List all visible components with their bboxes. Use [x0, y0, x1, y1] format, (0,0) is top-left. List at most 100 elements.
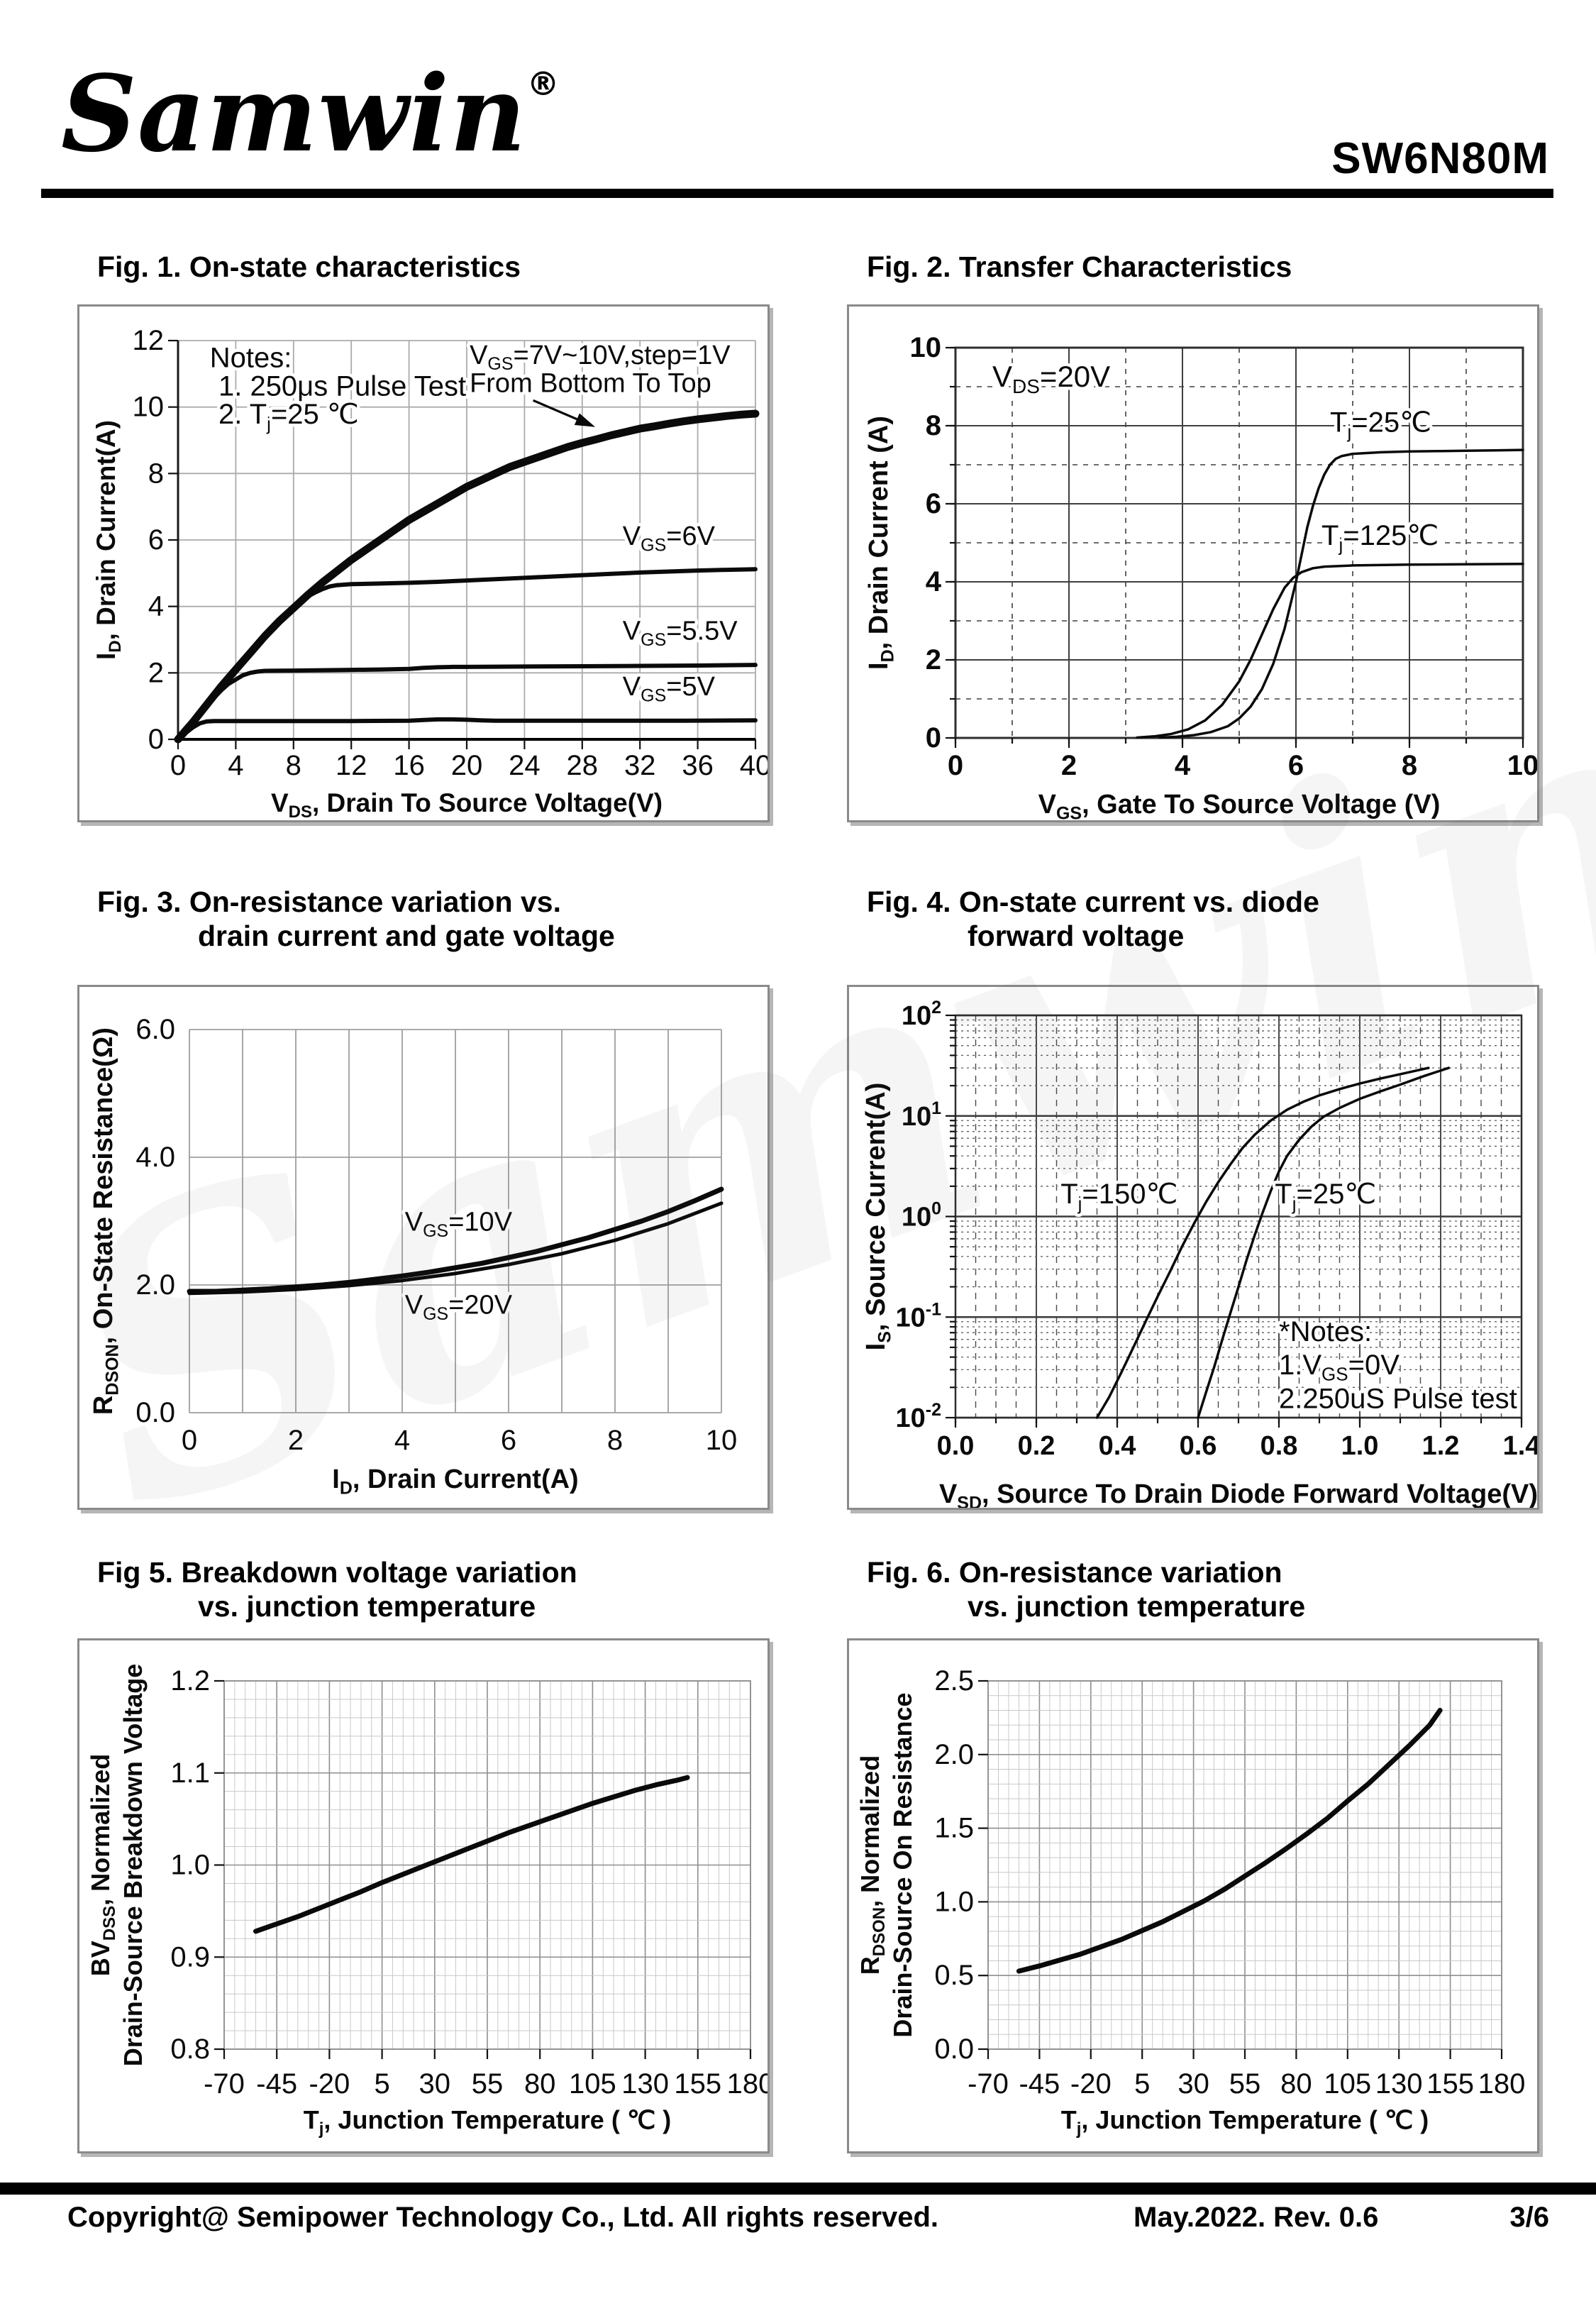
series-vgs-5v [176, 717, 758, 741]
svg-text:28: 28 [567, 750, 599, 781]
axis-ticks [168, 339, 757, 749]
annotations: Tj=150℃ Tj=25℃ *Notes:1.VGS=0V2.250uS Puls… [1058, 1176, 1521, 1418]
svg-text:10: 10 [910, 332, 942, 363]
series [187, 1186, 724, 1296]
series-tj-150c [1095, 1066, 1430, 1419]
svg-text:8: 8 [148, 458, 164, 489]
figure-1-title-line: Fig. 1. On-state characteristics [97, 250, 521, 283]
svg-text:-45: -45 [1019, 2068, 1060, 2100]
series [1136, 448, 1524, 739]
svg-text:6: 6 [501, 1425, 516, 1456]
svg-text:10: 10 [133, 392, 165, 423]
registered-trademark-icon: ® [526, 65, 560, 103]
svg-text:0.5: 0.5 [934, 1960, 974, 1991]
svg-text:1.0: 1.0 [1341, 1431, 1379, 1461]
svg-text:0: 0 [182, 1425, 197, 1456]
series-vgs-20v [187, 1201, 724, 1296]
header-rule [41, 189, 1553, 198]
y-axis-label: BVDSS, Normalized Drain-Source Breakdown … [86, 1664, 148, 2066]
svg-text:BVDSS, Normalized: BVDSS, Normalized [86, 1754, 119, 1976]
svg-text:0: 0 [170, 750, 186, 781]
svg-text:-20: -20 [309, 2068, 350, 2100]
svg-text:2: 2 [148, 657, 164, 688]
svg-text:10-2: 10-2 [895, 1400, 941, 1433]
svg-text:VGS=6V: VGS=6V [623, 522, 716, 555]
figure-5: Fig 5. Breakdown voltage variation vs. j… [77, 1555, 770, 2153]
footer-rule [0, 2183, 1596, 2195]
svg-text:1.1: 1.1 [170, 1758, 210, 1789]
svg-text:6: 6 [148, 524, 164, 556]
svg-text:2. Tj=25 ℃: 2. Tj=25 ℃ [218, 399, 359, 434]
figure-6-chart: -70 -45 -20 5 30 55 80 105 130 155 180 0.0 0.5 1.0 1.5… [855, 1665, 1525, 2139]
svg-text:1.2: 1.2 [170, 1665, 210, 1697]
series-tj-125c [1136, 562, 1524, 739]
svg-text:16: 16 [393, 750, 425, 781]
brand-logo: Samwin® [61, 61, 560, 166]
y-axis-label: ID, Drain Current (A) [864, 416, 897, 670]
figure-2-title-line: Fig. 2. Transfer Characteristics [867, 250, 1292, 283]
part-number: SW6N80M [1331, 134, 1549, 183]
svg-text:30: 30 [1177, 2068, 1209, 2100]
svg-text:1.4: 1.4 [1503, 1431, 1537, 1461]
svg-text:130: 130 [621, 2068, 669, 2100]
svg-text:0.2: 0.2 [1018, 1431, 1055, 1461]
grid [955, 1014, 1522, 1419]
svg-text:Tj=125℃: Tj=125℃ [1321, 520, 1439, 556]
figure-4-title: Fig. 4. On-state current vs. diode forwa… [847, 885, 1539, 953]
svg-text:2.250uS Pulse test: 2.250uS Pulse test [1279, 1383, 1517, 1414]
svg-text:12: 12 [133, 325, 165, 356]
svg-text:32: 32 [624, 750, 656, 781]
svg-text:Drain-Source On Resistance: Drain-Source On Resistance [888, 1692, 917, 2037]
svg-text:Tj=150℃: Tj=150℃ [1060, 1179, 1177, 1214]
svg-text:10: 10 [706, 1425, 738, 1456]
svg-text:1.2: 1.2 [1422, 1431, 1460, 1461]
svg-text:-20: -20 [1070, 2068, 1112, 2100]
svg-text:4: 4 [926, 566, 942, 597]
svg-text:0.0: 0.0 [934, 2034, 974, 2065]
svg-text:30: 30 [419, 2068, 451, 2100]
svg-text:55: 55 [1229, 2068, 1261, 2100]
series [1016, 1708, 1443, 1974]
svg-text:180: 180 [727, 2068, 767, 2100]
svg-text:VGS=5V: VGS=5V [623, 672, 716, 705]
svg-text:1.VGS=0V: 1.VGS=0V [1279, 1350, 1400, 1385]
svg-text:1.0: 1.0 [934, 1886, 974, 1917]
figure-1: Fig. 1. On-state characteristics 0 4 8 12 16… [77, 250, 770, 822]
svg-text:8: 8 [1402, 750, 1417, 781]
tick-labels: -70 -45 -20 5 30 55 80 105 130 155 180 0.8 0.9 1.0 1.1… [170, 1665, 767, 2100]
svg-text:4: 4 [148, 591, 164, 622]
svg-text:0.8: 0.8 [170, 2034, 210, 2065]
svg-text:RDSON, On-State Resistance(Ω): RDSON, On-State Resistance(Ω) [89, 1027, 122, 1415]
svg-text:-70: -70 [204, 2068, 245, 2100]
grid [223, 1680, 751, 2050]
svg-text:*Notes:: *Notes: [1279, 1316, 1372, 1347]
svg-text:2.0: 2.0 [135, 1269, 175, 1301]
grid [189, 1029, 722, 1413]
svg-text:VGS=20V: VGS=20V [405, 1291, 513, 1324]
series [253, 1775, 690, 1934]
svg-text:From Bottom To Top: From Bottom To Top [470, 369, 711, 399]
svg-text:10: 10 [1507, 750, 1537, 781]
svg-text:VDS=20V: VDS=20V [992, 360, 1110, 397]
figure-5-chart: -70 -45 -20 5 30 55 80 105 130 155 180 0.8 0.9 1.0 1.1… [86, 1664, 767, 2139]
svg-text:1.5: 1.5 [934, 1813, 974, 1844]
svg-text:130: 130 [1375, 2068, 1423, 2100]
svg-text:55: 55 [472, 2068, 504, 2100]
series-vgs-10v [187, 1186, 724, 1294]
svg-text:VDS, Drain To Source Voltage(V: VDS, Drain To Source Voltage(V) [271, 788, 663, 820]
svg-text:Notes:: Notes: [210, 342, 292, 373]
footer-copyright: Copyright@ Semipower Technology Co., Ltd… [67, 2202, 939, 2233]
arrowhead-icon [574, 413, 596, 427]
figure-6: Fig. 6. On-resistance variation vs. junc… [847, 1555, 1539, 2153]
svg-text:0.8: 0.8 [1260, 1431, 1298, 1461]
figure-4-chart-box: 0.0 0.2 0.4 0.6 0.8 1.0 1.2 1.4 10-2 10-1 100 101 10… [847, 985, 1539, 1510]
figure-4-title-line1: Fig. 4. On-state current vs. diode [867, 886, 1319, 918]
svg-text:80: 80 [524, 2068, 556, 2100]
svg-text:36: 36 [682, 750, 714, 781]
svg-text:VSD, Source To Drain Diode For: VSD, Source To Drain Diode Forward Volta… [939, 1479, 1537, 1508]
tick-labels: 0 2 4 6 8 10 0 2 4 6 8 10 [910, 332, 1538, 781]
svg-text:Drain-Source Breakdown Voltage: Drain-Source Breakdown Voltage [118, 1664, 148, 2066]
figure-3-chart: 0 2 4 6 8 10 0.0 2.0 4.0 6.0 ID, Drain Current(A) R… [89, 1014, 738, 1498]
svg-text:2.5: 2.5 [934, 1665, 974, 1697]
